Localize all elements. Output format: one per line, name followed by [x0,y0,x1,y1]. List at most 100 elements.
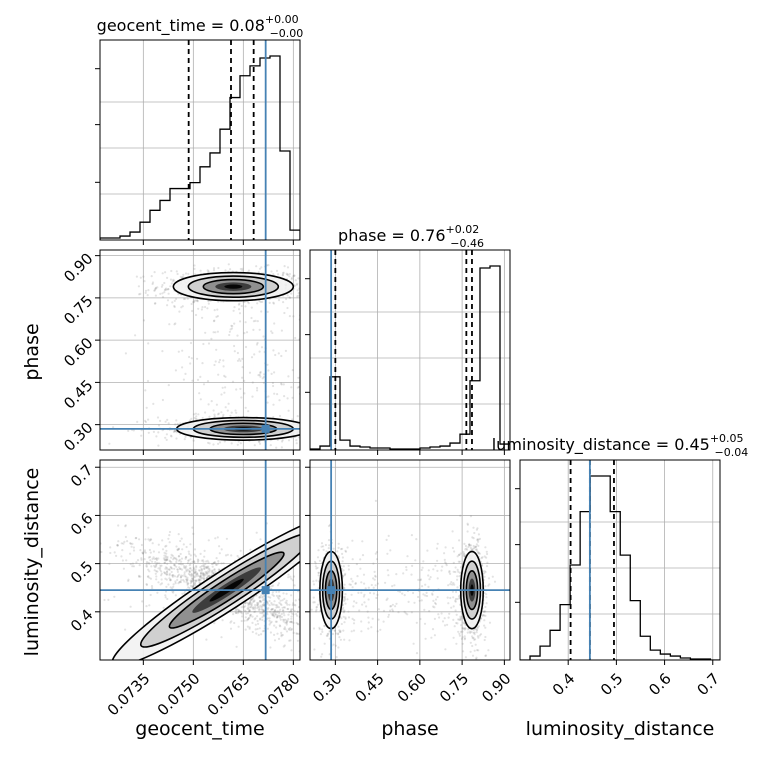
sample-point [218,545,221,548]
sample-point [208,569,211,572]
sample-point [161,548,165,551]
sample-point [227,402,230,405]
sample-point [245,331,249,334]
sample-point [352,622,356,625]
sample-point [185,570,188,573]
sample-point [199,375,202,378]
sample-point [163,558,166,561]
sample-point [165,571,169,574]
sample-point [187,559,190,562]
sample-point [198,569,201,572]
sample-point [212,571,215,575]
sample-point [391,608,394,611]
sample-point [252,596,255,600]
sample-point [212,562,215,565]
sample-point [244,610,247,613]
sample-point [465,547,468,550]
sample-point [190,575,193,578]
sample-point [190,573,193,576]
sample-point [285,630,289,633]
sample-point [189,567,192,570]
sample-point [140,558,143,561]
sample-point [276,605,279,609]
sample-point [293,284,297,287]
sample-point [256,302,259,305]
xtick-label-geocent-time: 0.0765 [204,670,254,720]
sample-point [477,544,480,548]
sample-point [449,596,452,600]
sample-point [190,417,193,420]
sample-point [288,628,291,632]
sample-point [326,634,329,637]
sample-point [451,530,454,533]
sample-point [148,548,151,552]
sample-point [469,515,473,518]
sample-point [473,638,476,641]
sample-point [273,600,276,603]
xtick-label-luminosity-distance: 0.4 [549,670,579,700]
sample-point [266,613,269,616]
sample-point [203,572,206,576]
sample-point [156,570,159,573]
sample-point [340,622,343,626]
sample-point [320,542,324,545]
sample-point [303,578,305,580]
sample-point [486,561,489,564]
sample-point [337,632,340,635]
sample-point [341,556,344,559]
sample-point [135,536,138,540]
sample-point [155,570,158,573]
sample-point [239,610,242,613]
sample-point [262,597,265,600]
sample-point [375,596,378,600]
sample-point [302,613,304,615]
sample-point [475,528,478,531]
sample-point [186,583,189,586]
sample-point [166,557,169,560]
sample-point [285,623,288,626]
sample-point [366,610,369,613]
sample-point [218,361,221,364]
sample-point [173,429,176,432]
sample-point [185,545,188,549]
sample-point [189,584,192,588]
sample-point [258,608,261,611]
sample-point [431,628,435,631]
sample-point [253,353,256,356]
sample-point [181,592,184,595]
sample-point [247,618,250,621]
sample-point [476,539,479,542]
sample-point [178,310,181,313]
sample-point [448,570,451,573]
sample-point [342,610,346,613]
sample-point [385,538,388,542]
sample-point [170,570,173,574]
sample-point [161,398,164,402]
sample-point [247,606,250,609]
sample-point [387,574,390,577]
sample-point [361,603,364,606]
sample-point [477,551,480,554]
sample-point [193,273,196,276]
sample-point [180,537,183,540]
sample-point [304,328,306,330]
sample-point [203,565,206,568]
sample-point [303,293,305,295]
sample-point [121,549,124,552]
sample-point [476,626,479,629]
sample-point [249,613,252,616]
sample-point [397,611,400,614]
sample-point [474,638,477,641]
sample-point [222,562,225,565]
sample-point [287,375,290,378]
sample-point [307,627,309,629]
sample-point [297,376,300,379]
hist-grid-phase [310,250,510,450]
sample-point [393,584,396,587]
sample-point [347,564,350,567]
sample-point [204,305,207,309]
sample-point [194,417,198,420]
sample-point [176,568,179,571]
sample-point [230,620,233,623]
sample-point [238,609,241,612]
